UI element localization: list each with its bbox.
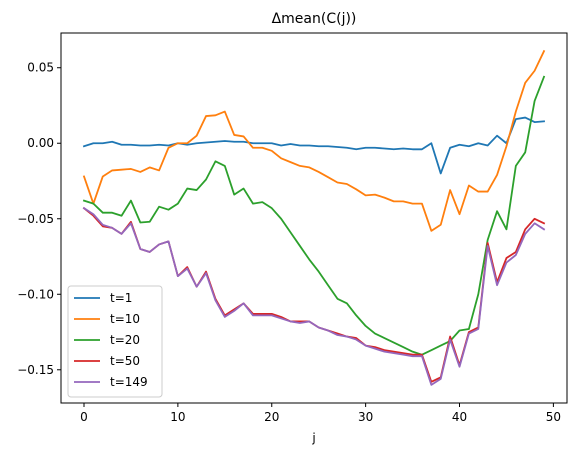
legend-label: t=50	[110, 354, 140, 368]
y-tick-label: 0.00	[27, 136, 54, 150]
x-tick-label: 10	[170, 410, 185, 424]
plot-area	[82, 49, 546, 386]
chart-title: Δmean(C(j))	[272, 11, 357, 27]
x-tick-label: 50	[546, 410, 561, 424]
axes-frame	[60, 32, 568, 404]
legend: t=1 t=10 t=20 t=50 t=149	[67, 285, 163, 398]
y-tick-label: −0.15	[17, 363, 54, 377]
series-group	[82, 49, 546, 386]
legend-box	[67, 285, 163, 398]
series-line-t-10	[82, 49, 546, 232]
x-axis-label: j	[311, 431, 315, 445]
legend-label: t=10	[110, 312, 140, 326]
x-tick-label: 20	[264, 410, 279, 424]
legend-label: t=149	[110, 375, 148, 389]
y-tick-label: −0.05	[17, 212, 54, 226]
y-tick-label: −0.10	[17, 287, 54, 301]
series-line-t-20	[82, 75, 546, 356]
series-line-t-149	[82, 206, 546, 386]
y-tick-label: 0.05	[27, 61, 54, 75]
x-tick-label: 40	[452, 410, 467, 424]
x-tick-label: 30	[358, 410, 373, 424]
legend-label: t=20	[110, 333, 140, 347]
x-tick-label: 0	[80, 410, 88, 424]
axes: 0 10 20 30 40 50 0.05 0.00 −0.05 −0.10 −0.15	[17, 32, 568, 424]
legend-label: t=1	[110, 291, 132, 305]
series-line-t-1	[82, 116, 545, 175]
